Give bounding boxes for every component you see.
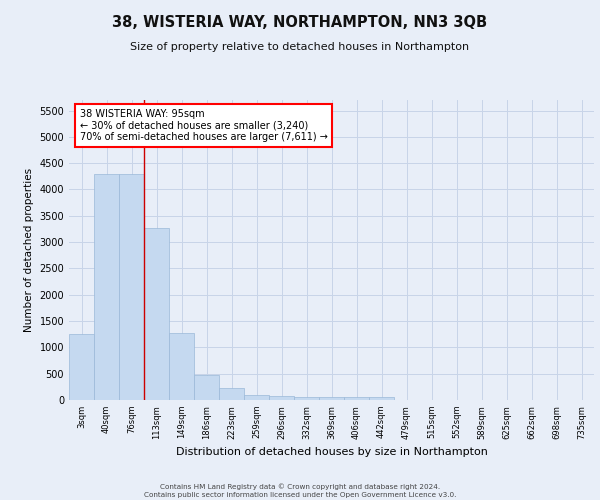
Bar bbox=[269, 396, 294, 400]
Text: 38 WISTERIA WAY: 95sqm
← 30% of detached houses are smaller (3,240)
70% of semi-: 38 WISTERIA WAY: 95sqm ← 30% of detached… bbox=[79, 109, 328, 142]
X-axis label: Distribution of detached houses by size in Northampton: Distribution of detached houses by size … bbox=[176, 447, 487, 457]
Bar bbox=[119, 174, 144, 400]
Text: 38, WISTERIA WAY, NORTHAMPTON, NN3 3QB: 38, WISTERIA WAY, NORTHAMPTON, NN3 3QB bbox=[112, 15, 488, 30]
Bar bbox=[369, 398, 394, 400]
Y-axis label: Number of detached properties: Number of detached properties bbox=[24, 168, 34, 332]
Text: Size of property relative to detached houses in Northampton: Size of property relative to detached ho… bbox=[130, 42, 470, 52]
Bar bbox=[94, 174, 119, 400]
Bar bbox=[194, 374, 219, 400]
Bar bbox=[219, 388, 244, 400]
Bar bbox=[244, 394, 269, 400]
Bar bbox=[319, 398, 344, 400]
Bar bbox=[169, 333, 194, 400]
Bar bbox=[294, 397, 319, 400]
Bar bbox=[69, 334, 94, 400]
Bar bbox=[344, 398, 369, 400]
Bar bbox=[144, 228, 169, 400]
Text: Contains HM Land Registry data © Crown copyright and database right 2024.
Contai: Contains HM Land Registry data © Crown c… bbox=[144, 484, 456, 498]
